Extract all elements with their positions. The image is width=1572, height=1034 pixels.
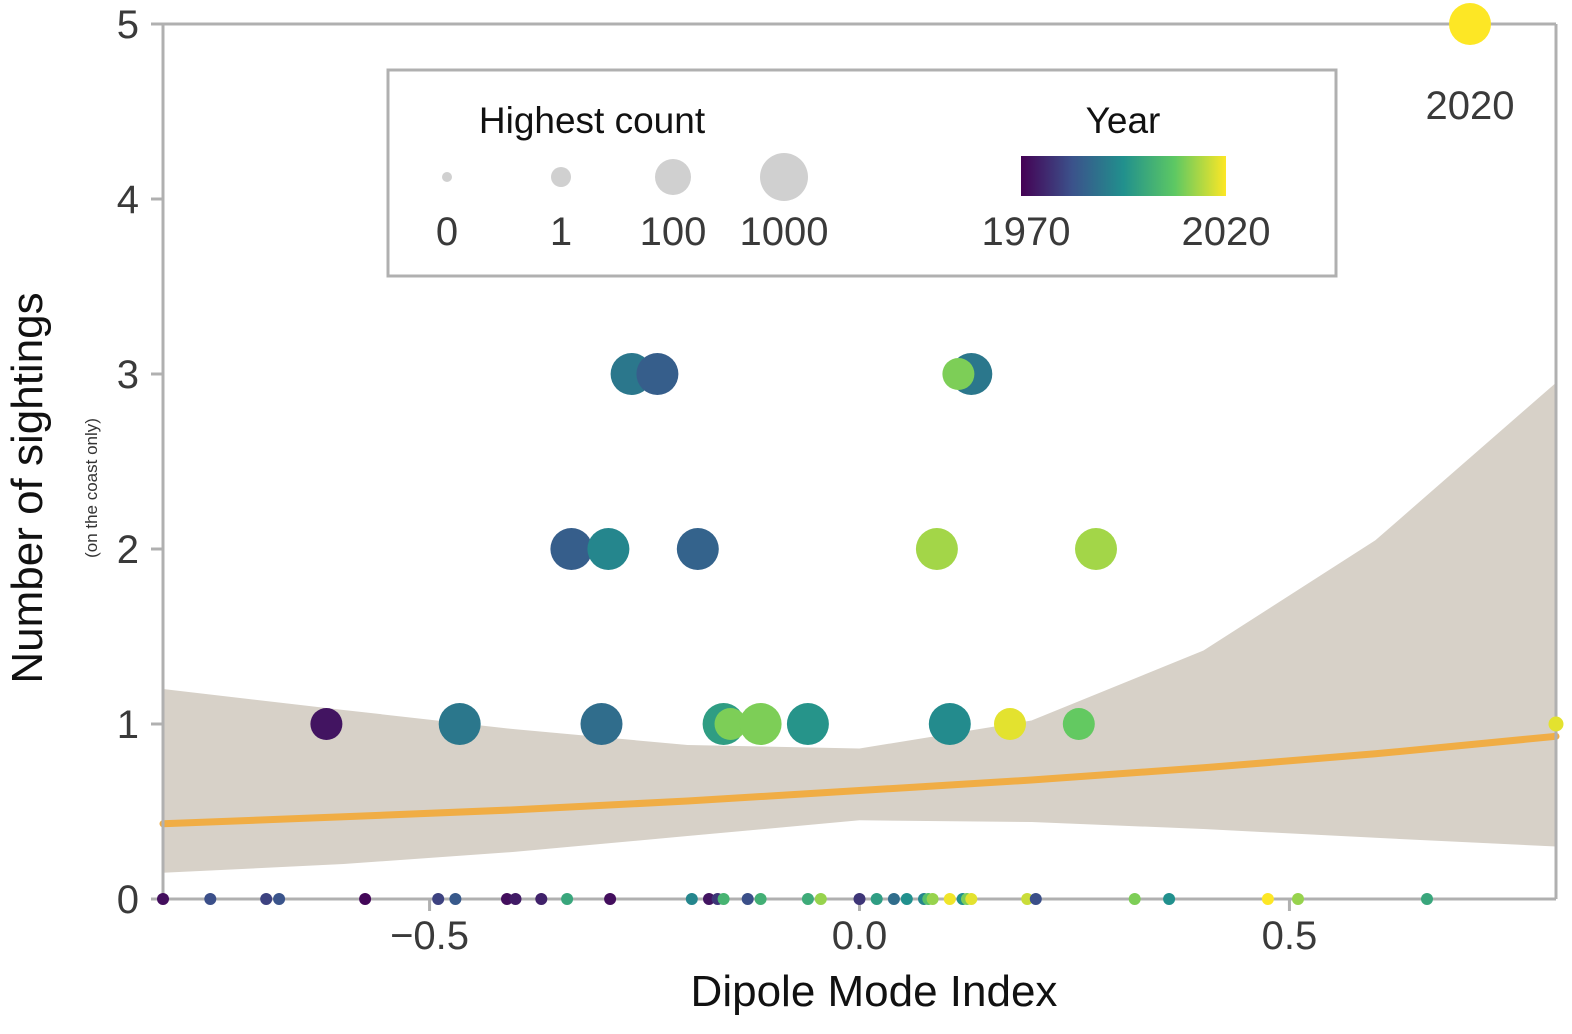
data-point: [550, 528, 593, 570]
data-point: [1548, 716, 1564, 732]
data-point: [1261, 893, 1274, 905]
data-point: [1128, 893, 1141, 905]
data-point: [310, 708, 343, 740]
data-point: [1292, 893, 1304, 905]
data-point: [1021, 893, 1034, 905]
data-point: [580, 703, 623, 745]
data-point: [965, 893, 978, 905]
data-point: [926, 893, 939, 905]
data-point: [636, 353, 679, 395]
color-scale-bar: [1021, 156, 1226, 196]
data-point: [535, 893, 548, 905]
data-point: [942, 358, 975, 390]
data-point: [1421, 893, 1433, 905]
color-scale-max-label: 2020: [1182, 210, 1271, 254]
data-point: [157, 893, 169, 905]
data-point: [814, 893, 827, 905]
data-point: [501, 893, 513, 905]
data-point: [1062, 708, 1095, 740]
data-point: [928, 703, 971, 745]
y-axis-title: Number of sightings: [3, 292, 52, 683]
data-point: [741, 893, 754, 905]
y-tick-label: 2: [117, 528, 139, 572]
data-point: [994, 708, 1026, 740]
data-point: [900, 893, 913, 905]
data-point: [870, 893, 883, 905]
data-point: [1163, 893, 1176, 905]
data-points: [157, 3, 1564, 905]
data-point: [204, 893, 217, 905]
data-point: [943, 893, 956, 905]
data-point: [717, 893, 730, 905]
trend-line-layer: [159, 732, 1560, 828]
size-legend-title: Highest count: [479, 100, 706, 141]
data-point: [685, 893, 698, 905]
color-scale-min-label: 1970: [982, 210, 1071, 254]
data-point: [587, 528, 630, 570]
x-tick-label: −0.5: [390, 914, 469, 958]
data-point: [887, 893, 900, 905]
y-tick-label: 4: [117, 178, 139, 222]
data-point: [449, 893, 462, 905]
data-point: [739, 703, 782, 745]
data-point: [754, 893, 767, 905]
y-tick-label: 1: [117, 703, 139, 747]
data-point: [1449, 3, 1491, 45]
size-legend-label: 0: [436, 210, 458, 254]
data-point: [509, 893, 522, 905]
confidence-band-layer: [163, 382, 1556, 873]
data-point: [676, 528, 719, 570]
size-legend-circle: [655, 159, 691, 195]
data-point: [604, 893, 617, 905]
data-point: [359, 893, 372, 905]
x-tick-label: 0.5: [1262, 914, 1318, 958]
legend: Highest count 0 1 100 1000 Year 1970 2020: [386, 68, 1338, 278]
data-point: [561, 893, 574, 905]
data-point: [703, 893, 715, 905]
data-point: [1029, 893, 1042, 905]
y-axis-subtitle: (on the coast only): [82, 418, 101, 558]
size-legend-label: 1: [550, 210, 572, 254]
data-point: [853, 893, 866, 905]
data-point: [273, 893, 286, 905]
data-point: [438, 703, 481, 745]
data-point: [915, 528, 958, 570]
data-point: [786, 703, 829, 745]
data-point: [1075, 528, 1117, 570]
size-legend-circle: [551, 167, 571, 187]
size-legend-label: 100: [640, 210, 707, 254]
data-point: [714, 708, 747, 740]
data-point: [801, 893, 814, 905]
annotation-label: 2020: [1426, 84, 1515, 128]
color-legend-title: Year: [1086, 100, 1161, 141]
size-legend-circle: [442, 172, 452, 182]
data-point: [260, 893, 273, 905]
x-axis-title: Dipole Mode Index: [691, 967, 1058, 1016]
trend-line: [159, 732, 1560, 828]
y-tick-label: 0: [117, 878, 139, 922]
y-tick-label: 5: [117, 3, 139, 47]
y-tick-label: 3: [117, 353, 139, 397]
size-legend-label: 1000: [740, 210, 829, 254]
confidence-band: [163, 382, 1556, 873]
data-point: [432, 893, 445, 905]
size-legend-circle: [760, 153, 808, 201]
x-tick-label: 0.0: [832, 914, 888, 958]
size-legend: 0 1 100 1000: [436, 153, 829, 254]
